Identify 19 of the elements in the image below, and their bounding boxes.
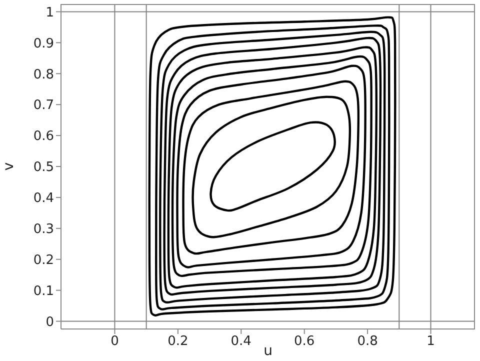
- x-tick-label: 1: [426, 334, 435, 350]
- y-tick-label: 0: [46, 314, 54, 330]
- y-tick-label: 0.2: [33, 252, 54, 268]
- y-tick-label: 1: [46, 5, 54, 20]
- x-tick-label: 0.8: [357, 334, 378, 350]
- y-tick-label: 0.1: [33, 284, 54, 299]
- x-tick-label: 0: [110, 334, 119, 350]
- x-tick-label: 0.4: [230, 334, 252, 350]
- x-axis-title: u: [264, 343, 272, 359]
- y-tick-label: 0.3: [33, 222, 54, 238]
- y-tick-label: 0.6: [33, 129, 54, 144]
- y-tick-label: 0.9: [33, 36, 54, 52]
- y-axis-title: v: [0, 162, 17, 171]
- x-tick-label: 0.6: [294, 334, 315, 350]
- y-tick-label: 0.8: [33, 67, 54, 82]
- y-tick-label: 0.5: [33, 160, 54, 176]
- x-tick-label: 0.2: [168, 334, 188, 350]
- y-tick-label: 0.7: [33, 98, 54, 114]
- y-tick-label: 0.4: [33, 191, 54, 206]
